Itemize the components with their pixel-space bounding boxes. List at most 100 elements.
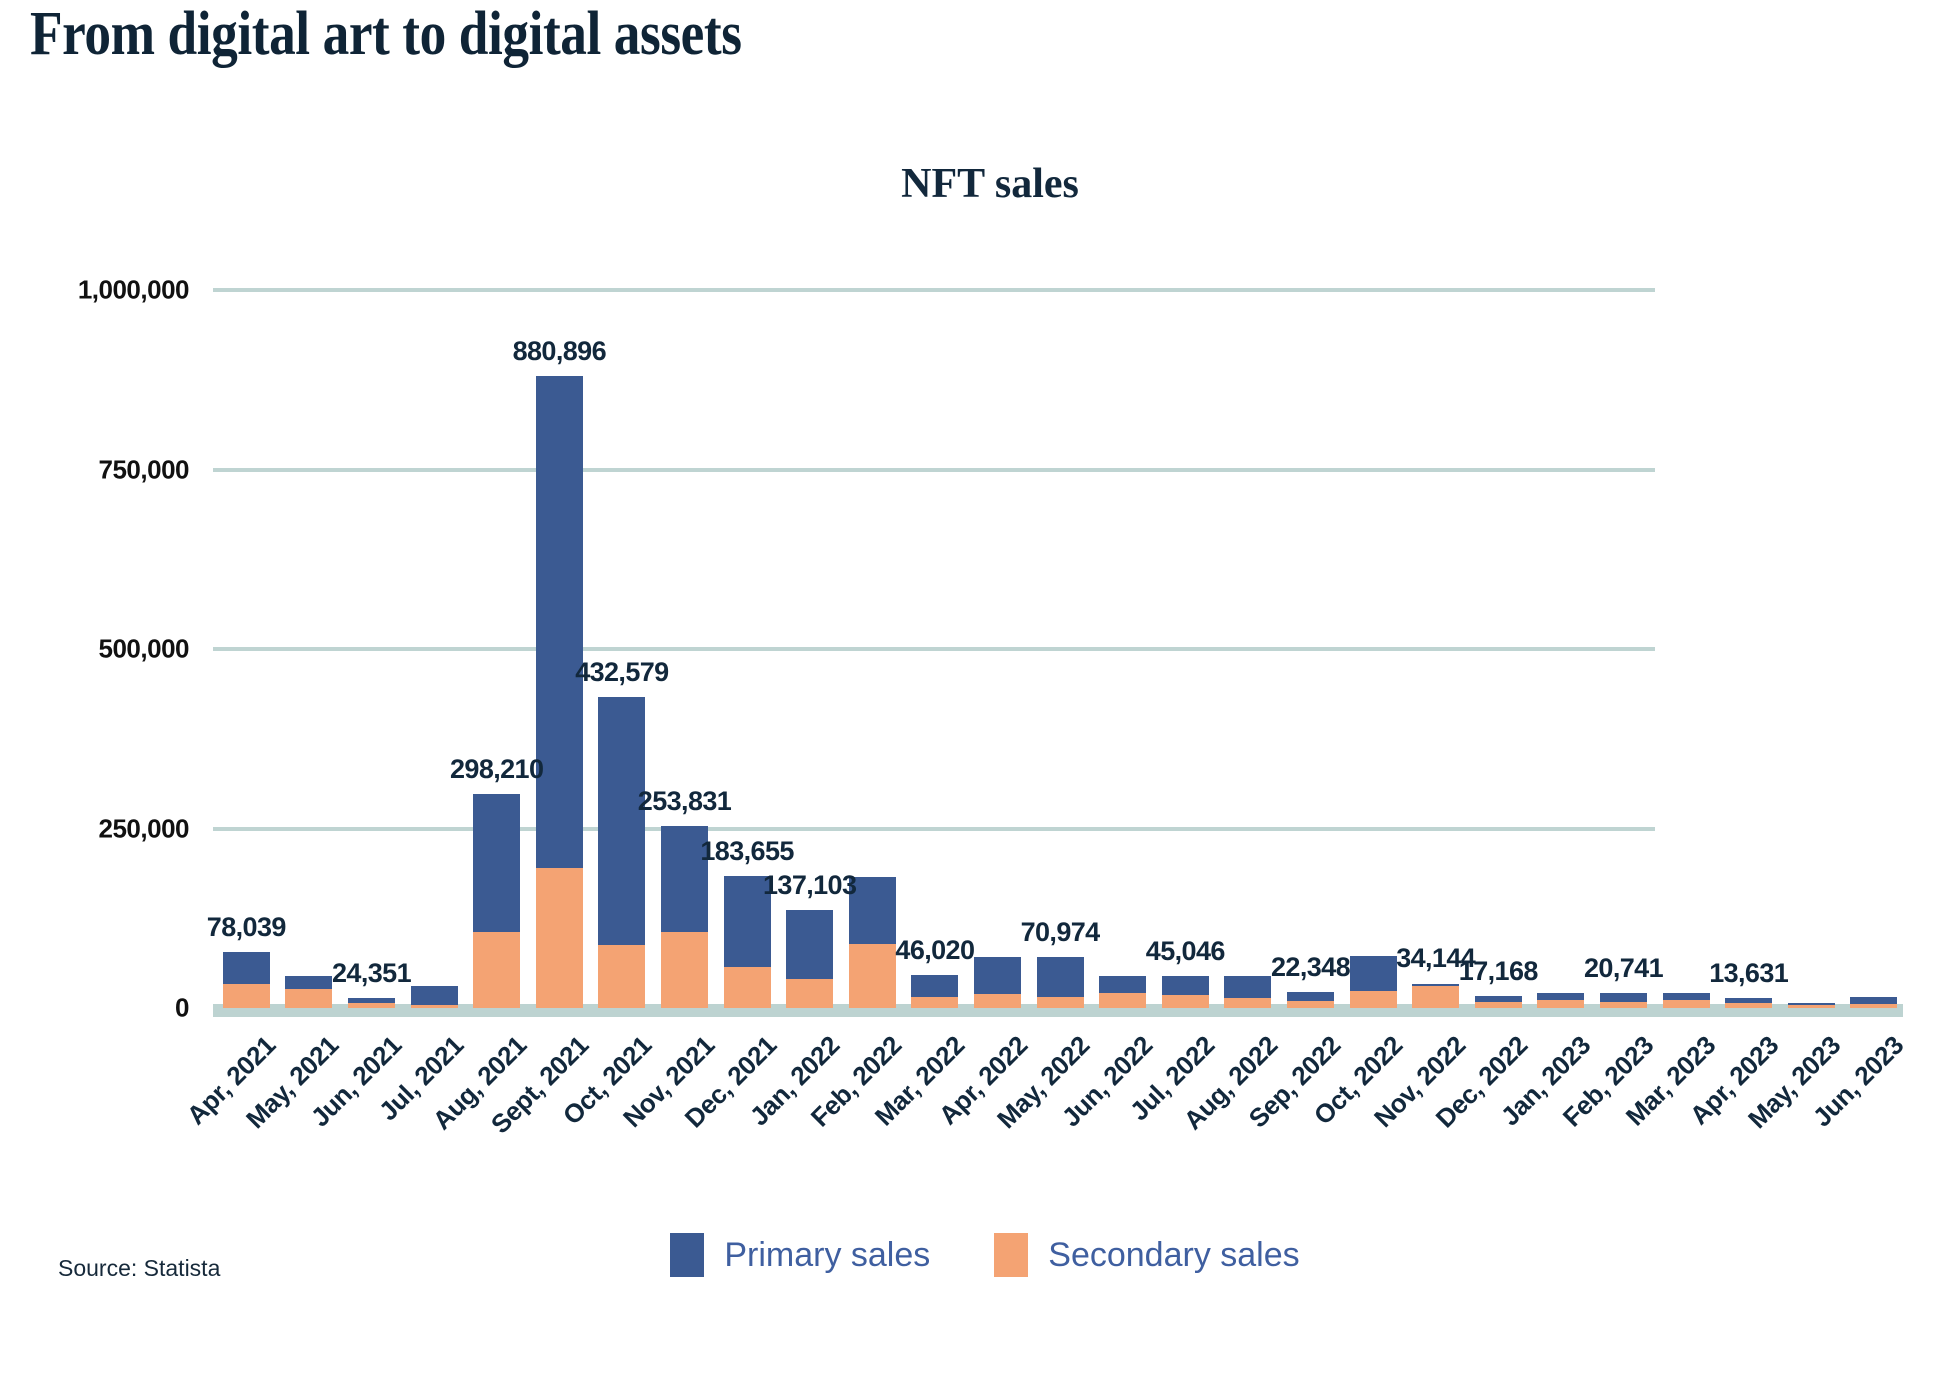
bar-value-label: 183,655 <box>700 836 794 867</box>
bar-segment-primary <box>974 957 1021 994</box>
legend-item-primary-sales[interactable]: Primary sales <box>670 1233 930 1277</box>
bar-segment-secondary <box>1161 995 1209 1008</box>
bar-segment-secondary <box>410 1005 458 1008</box>
bar-segment-primary <box>661 825 708 932</box>
bar-segment-secondary <box>285 989 333 1008</box>
bar-segment-secondary <box>1787 1005 1835 1008</box>
bar-segment-primary <box>1787 1002 1835 1006</box>
bar-segment-primary <box>1412 983 1460 987</box>
bar-jul-2022[interactable] <box>1161 975 1209 1008</box>
bar-segment-primary <box>285 976 333 990</box>
bar-value-label: 137,103 <box>762 869 857 900</box>
bar-apr-2022[interactable] <box>974 957 1021 1008</box>
bar-may-2023[interactable] <box>1787 1002 1835 1008</box>
bar-segment-secondary <box>661 932 708 1008</box>
bar-value-label: 20,741 <box>1584 953 1664 984</box>
bar-segment-primary <box>1224 975 1272 998</box>
bar-may-2022[interactable] <box>1036 957 1084 1008</box>
bar-segment-primary <box>1537 993 1585 1001</box>
bar-value-label: 22,348 <box>1271 951 1351 982</box>
bar-segment-secondary <box>1349 991 1397 1008</box>
bar-aug-2022[interactable] <box>1224 975 1272 1008</box>
bar-segment-secondary <box>535 868 583 1008</box>
bar-segment-primary <box>1287 991 1334 1001</box>
bar-segment-secondary <box>1412 986 1460 1008</box>
bar-mar-2022[interactable] <box>911 974 959 1008</box>
bar-dec-2021[interactable] <box>723 876 771 1008</box>
bar-nov-2021[interactable] <box>661 825 708 1008</box>
bar-segment-primary <box>348 997 395 1003</box>
bar-segment-secondary <box>1725 1002 1773 1008</box>
bar-segment-secondary <box>1850 1003 1898 1008</box>
bar-segment-primary <box>473 793 521 932</box>
y-axis-tick: 500,000 <box>98 633 190 664</box>
bar-segment-primary <box>535 375 583 869</box>
y-axis-tick: 0 <box>175 992 189 1023</box>
bar-segment-primary <box>911 974 959 997</box>
bar-jul-2021[interactable] <box>410 986 458 1008</box>
bar-jun-2023[interactable] <box>1850 996 1898 1008</box>
bar-value-label: 46,020 <box>895 934 975 965</box>
bar-may-2021[interactable] <box>285 976 333 1008</box>
bar-segment-primary <box>222 951 270 985</box>
bar-segment-secondary <box>1662 1000 1710 1008</box>
bar-segment-secondary <box>1600 1001 1647 1008</box>
bar-segment-primary <box>1725 998 1773 1003</box>
source-attribution: Source: Statista <box>58 1255 221 1281</box>
legend-item-secondary-sales[interactable]: Secondary sales <box>994 1233 1300 1277</box>
bar-apr-2021[interactable] <box>222 951 270 1008</box>
chart-title: NFT sales <box>901 161 1079 207</box>
bar-value-label: 78,039 <box>206 911 287 942</box>
gridline-1000000 <box>213 288 1655 292</box>
bar-segment-secondary <box>348 1002 395 1008</box>
legend-label-secondary-sales: Secondary sales <box>1048 1235 1300 1274</box>
bar-oct-2022[interactable] <box>1349 956 1397 1008</box>
bar-segment-secondary <box>723 966 771 1008</box>
bar-jan-2023[interactable] <box>1537 993 1585 1008</box>
bar-value-label: 17,168 <box>1458 955 1539 986</box>
bar-segment-primary <box>1474 995 1522 1003</box>
bar-segment-primary <box>848 877 896 945</box>
y-axis-tick: 250,000 <box>98 813 190 843</box>
legend-swatch-primary-sales <box>670 1233 705 1277</box>
bar-segment-secondary <box>1036 997 1084 1008</box>
bar-segment-primary <box>1036 957 1084 998</box>
bar-segment-secondary <box>786 979 834 1008</box>
gridline-750000 <box>213 467 1655 472</box>
bar-aug-2021[interactable] <box>473 793 521 1008</box>
bar-value-label: 298,210 <box>449 753 544 784</box>
bar-sep-2022[interactable] <box>1287 991 1334 1008</box>
bar-segment-secondary <box>911 996 959 1008</box>
bar-jan-2022[interactable] <box>786 909 834 1008</box>
bar-segment-secondary <box>974 993 1021 1008</box>
bar-feb-2023[interactable] <box>1600 993 1647 1008</box>
bar-sept-2021[interactable] <box>535 375 583 1008</box>
bar-value-label: 45,046 <box>1145 935 1226 966</box>
bar-segment-primary <box>1850 996 1898 1004</box>
bar-nov-2022[interactable] <box>1412 983 1460 1008</box>
bar-value-label: 24,351 <box>332 957 412 988</box>
bar-segment-secondary <box>1224 997 1272 1008</box>
bar-segment-primary <box>786 909 834 980</box>
bar-mar-2023[interactable] <box>1662 993 1710 1008</box>
legend-label-primary-sales: Primary sales <box>724 1235 931 1274</box>
bar-feb-2022[interactable] <box>848 877 896 1008</box>
bar-segment-secondary <box>848 944 896 1008</box>
bar-oct-2021[interactable] <box>598 697 646 1008</box>
bar-value-label: 880,896 <box>512 335 607 366</box>
bar-segment-primary <box>1349 956 1397 992</box>
bar-value-label: 432,579 <box>575 657 669 688</box>
bar-dec-2022[interactable] <box>1474 995 1522 1008</box>
bar-segment-primary <box>1662 993 1710 1001</box>
bar-jun-2022[interactable] <box>1099 975 1147 1008</box>
bar-segment-secondary <box>1537 1000 1585 1008</box>
bar-segment-primary <box>410 986 458 1006</box>
bar-jun-2021[interactable] <box>348 997 395 1008</box>
bar-value-label: 13,631 <box>1709 958 1789 989</box>
bar-apr-2023[interactable] <box>1725 998 1773 1008</box>
bar-segment-primary <box>598 697 646 946</box>
gridline-250000 <box>213 826 1655 831</box>
bar-segment-primary <box>723 876 771 967</box>
bar-value-label: 70,974 <box>1020 917 1101 948</box>
